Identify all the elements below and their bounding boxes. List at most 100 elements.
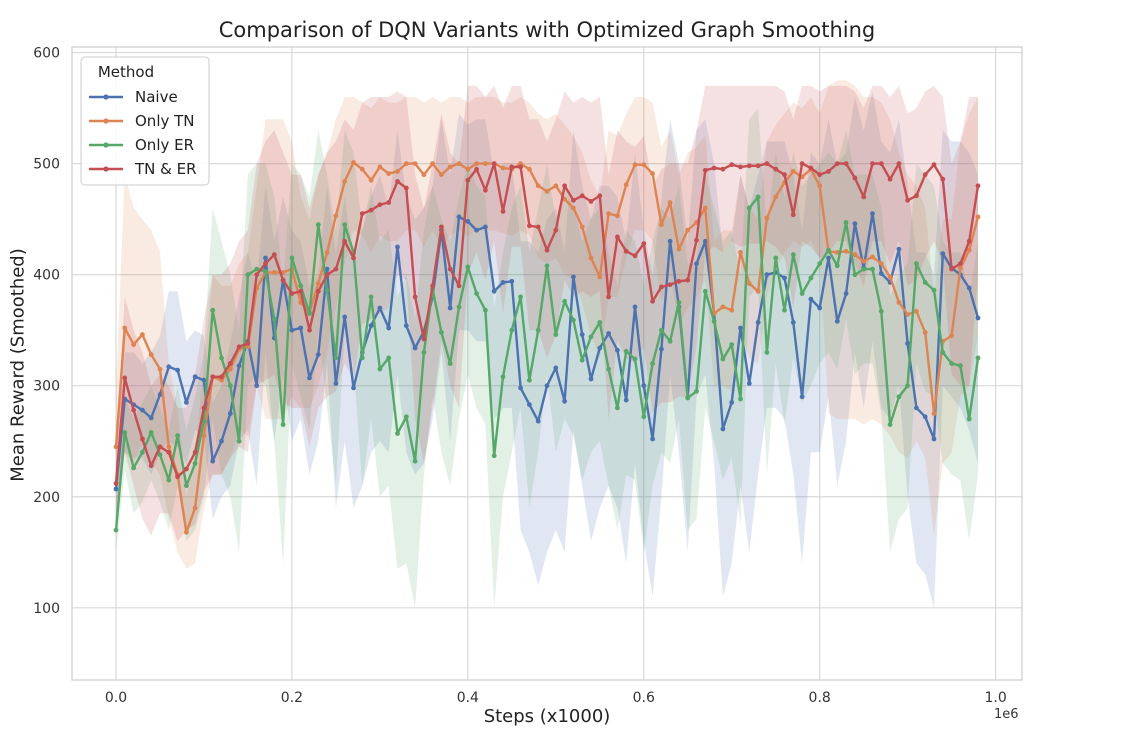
data-point: [227, 366, 233, 372]
data-point: [474, 166, 479, 172]
data-point: [773, 255, 779, 261]
data-point: [606, 211, 611, 217]
data-point: [940, 251, 946, 256]
data-point: [377, 305, 383, 311]
data-point: [790, 212, 796, 218]
data-point: [597, 345, 603, 351]
data-point: [702, 205, 708, 211]
data-point: [192, 374, 198, 380]
data-point: [447, 305, 453, 311]
data-point: [324, 287, 330, 293]
data-point: [483, 161, 488, 167]
data-point: [122, 325, 128, 331]
data-point: [535, 183, 541, 189]
data-point: [219, 438, 224, 444]
data-point: [430, 283, 435, 289]
data-point: [535, 418, 541, 424]
data-point: [324, 272, 330, 278]
data-point: [544, 189, 550, 194]
data-point: [157, 452, 163, 457]
data-point: [720, 426, 726, 432]
data-point: [210, 374, 216, 380]
data-point: [219, 377, 224, 383]
data-point: [219, 374, 224, 380]
data-point: [667, 338, 673, 344]
data-point: [606, 366, 611, 372]
data-point: [456, 161, 462, 167]
legend-marker: [103, 166, 109, 172]
confidence-band: [116, 80, 978, 569]
data-point: [192, 505, 198, 511]
data-point: [914, 308, 919, 314]
data-point: [746, 163, 752, 169]
data-point: [623, 397, 629, 403]
data-point: [500, 209, 506, 214]
data-point: [210, 458, 216, 464]
data-point: [764, 350, 770, 355]
data-point: [113, 444, 119, 450]
data-point: [236, 344, 242, 350]
data-point: [887, 422, 893, 427]
data-point: [518, 385, 523, 391]
data-point: [351, 385, 356, 391]
data-point: [465, 166, 471, 172]
data-point: [720, 356, 726, 362]
data-point: [412, 294, 418, 300]
data-point: [632, 304, 638, 310]
confidence-band: [116, 85, 978, 542]
data-point: [905, 197, 910, 203]
data-point: [896, 394, 902, 400]
data-point: [140, 332, 145, 337]
data-point: [746, 281, 752, 286]
data-point: [852, 175, 858, 181]
data-point: [315, 281, 321, 286]
data-point: [931, 436, 937, 442]
data-point: [483, 224, 488, 230]
data-point: [148, 463, 154, 469]
data-point: [843, 248, 849, 254]
plot-frame: [71, 46, 1023, 681]
data-point: [896, 161, 902, 167]
data-point: [500, 280, 506, 285]
data-point: [254, 272, 260, 278]
data-point: [958, 261, 963, 266]
data-point: [395, 169, 400, 174]
data-point: [571, 197, 576, 203]
data-point: [131, 465, 137, 471]
legend-entry-label: Naive: [135, 88, 178, 106]
y-tick-label: 200: [33, 490, 60, 506]
data-point: [659, 327, 664, 333]
data-point: [852, 221, 858, 227]
data-point: [826, 255, 831, 261]
data-point: [711, 165, 717, 171]
data-point: [720, 304, 726, 310]
data-point: [729, 342, 735, 347]
data-point: [843, 161, 849, 167]
data-point: [386, 200, 392, 205]
data-point: [571, 205, 576, 211]
data-point: [773, 166, 779, 172]
data-point: [535, 224, 541, 230]
data-point: [870, 211, 875, 217]
data-point: [227, 411, 233, 416]
data-point: [113, 527, 119, 533]
data-point: [773, 194, 779, 200]
data-point: [588, 334, 594, 340]
data-point: [245, 341, 251, 346]
data-point: [905, 383, 910, 389]
data-point: [280, 422, 286, 427]
data-point: [764, 272, 770, 278]
data-point: [729, 162, 735, 168]
data-point: [368, 207, 374, 213]
data-point: [412, 345, 418, 351]
data-point: [166, 444, 172, 450]
data-point: [368, 177, 374, 183]
x-tick-label: 0.2: [281, 690, 303, 706]
x-tick-label: 1.0: [984, 690, 1006, 706]
data-point: [958, 363, 963, 369]
data-point: [676, 300, 682, 305]
data-point: [659, 222, 664, 228]
data-point: [870, 254, 875, 260]
data-point: [500, 165, 506, 171]
data-point: [799, 291, 805, 296]
